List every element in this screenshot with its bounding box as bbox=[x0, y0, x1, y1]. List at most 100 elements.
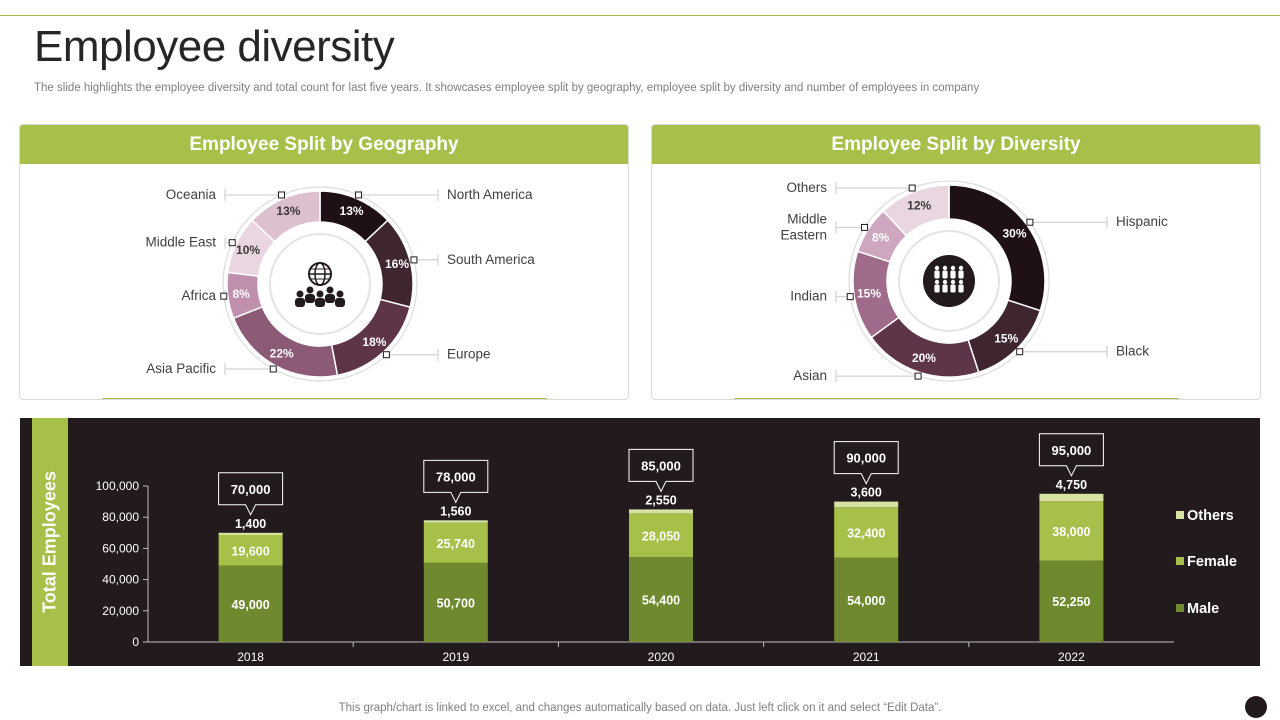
leader-marker-oceania bbox=[277, 191, 285, 199]
donut-value-label-north-america: 13% bbox=[340, 204, 364, 218]
total-label-2018: 70,000 bbox=[231, 482, 271, 497]
leader-marker-middle-east bbox=[228, 239, 236, 247]
data-label-others-2021: 3,600 bbox=[851, 486, 882, 500]
geography-panel-title: Employee Split by Geography bbox=[20, 125, 628, 164]
people-group-icon bbox=[923, 255, 975, 307]
category-label-south-america: South America bbox=[447, 252, 535, 267]
geography-panel-accent bbox=[102, 398, 547, 399]
donut-value-label-middle-eastern: 8% bbox=[872, 231, 890, 245]
donut-value-label-africa: 8% bbox=[232, 287, 250, 301]
leader-marker-asia-pacific bbox=[269, 365, 277, 373]
data-label-female-2020: 28,050 bbox=[642, 529, 680, 543]
donut-value-label-indian: 15% bbox=[857, 287, 881, 301]
total-label-2019: 78,000 bbox=[436, 469, 476, 484]
legend-label-male: Male bbox=[1187, 601, 1219, 617]
category-label-europe: Europe bbox=[447, 347, 491, 362]
total-callout-2019 bbox=[423, 459, 489, 504]
x-tick-label-2022: 2022 bbox=[1058, 650, 1085, 664]
diversity-panel-title: Employee Split by Diversity bbox=[652, 125, 1260, 164]
top-rule bbox=[0, 15, 1280, 16]
data-label-male-2021: 54,000 bbox=[847, 594, 885, 608]
legend-swatch-male bbox=[1176, 604, 1184, 612]
bar-others-2022 bbox=[1039, 493, 1104, 502]
legend-swatch-others bbox=[1176, 511, 1184, 519]
y-tick-label: 60,000 bbox=[102, 541, 139, 555]
total-employees-panel: Total Employees 0 20,000 40,000 60,000 80,00… bbox=[20, 418, 1260, 666]
bar-others-2020 bbox=[629, 509, 693, 514]
donut-slice-oceania bbox=[251, 190, 321, 243]
diversity-donut-chart[interactable]: 30% Hispanic 15% Black 20% Asian 15% Indian 8% Mi… bbox=[652, 165, 1260, 399]
bar-female-2019 bbox=[423, 522, 488, 563]
globe-people-icon bbox=[295, 262, 345, 307]
total-callout-2022 bbox=[1038, 433, 1104, 477]
total-employees-bar-chart[interactable]: 0 20,000 40,000 60,000 80,000 100,000 49,000 19… bbox=[20, 418, 1260, 666]
category-label-asia-pacific: Asia Pacific bbox=[146, 361, 216, 376]
donut-slice-hispanic bbox=[948, 184, 1046, 312]
legend-swatch-female bbox=[1176, 557, 1184, 565]
y-tick-label: 80,000 bbox=[102, 510, 139, 524]
data-label-female-2018: 19,600 bbox=[231, 544, 269, 558]
data-label-female-2019: 25,740 bbox=[437, 537, 475, 551]
donut-value-label-europe: 18% bbox=[362, 335, 386, 349]
category-label-oceania: Oceania bbox=[166, 187, 217, 202]
data-label-male-2019: 50,700 bbox=[437, 596, 475, 610]
diversity-panel: Employee Split by Diversity 30% Hispanic 1… bbox=[651, 124, 1261, 400]
legend-label-female: Female bbox=[1187, 554, 1237, 570]
legend-label-others: Others bbox=[1187, 508, 1234, 524]
data-label-others-2022: 4,750 bbox=[1056, 478, 1087, 492]
leader-marker-asian bbox=[914, 372, 922, 380]
bar-male-2018 bbox=[218, 565, 283, 642]
footer-note: This graph/chart is linked to excel, and… bbox=[338, 702, 942, 714]
total-label-2022: 95,000 bbox=[1052, 443, 1092, 458]
leader-marker-hispanic bbox=[1026, 218, 1034, 226]
total-callout-2020 bbox=[628, 448, 694, 493]
leader-marker-africa bbox=[220, 292, 228, 300]
donut-value-label-others: 12% bbox=[907, 199, 931, 213]
x-tick-label-2019: 2019 bbox=[442, 650, 469, 664]
category-label-north-america: North America bbox=[447, 187, 533, 202]
category-label-others: Others bbox=[786, 180, 827, 195]
page-title: Employee diversity bbox=[34, 22, 395, 71]
corner-dot bbox=[1245, 696, 1267, 718]
category-label-asian: Asian bbox=[793, 368, 827, 383]
geography-donut-chart[interactable]: 13% North America 16% South America 18% Europ… bbox=[20, 165, 628, 399]
data-label-others-2019: 1,560 bbox=[440, 504, 471, 518]
donut-value-label-middle-east: 10% bbox=[236, 243, 260, 257]
bar-male-2022 bbox=[1039, 560, 1104, 642]
donut-value-label-black: 15% bbox=[994, 331, 1018, 345]
x-tick-label-2020: 2020 bbox=[648, 650, 675, 664]
category-label-black: Black bbox=[1116, 344, 1149, 359]
data-label-others-2018: 1,400 bbox=[235, 517, 266, 531]
y-tick-label: 20,000 bbox=[102, 604, 139, 618]
bar-others-2018 bbox=[218, 532, 283, 535]
leader-marker-black bbox=[1016, 348, 1024, 356]
bar-female-2022 bbox=[1039, 501, 1104, 561]
donut-value-label-hispanic: 30% bbox=[1003, 226, 1027, 240]
bar-male-2019 bbox=[423, 562, 488, 642]
y-tick-label: 40,000 bbox=[102, 573, 139, 587]
donut-value-label-asian: 20% bbox=[912, 351, 936, 365]
bar-female-2018 bbox=[218, 534, 283, 566]
total-label-2020: 85,000 bbox=[641, 458, 681, 473]
data-label-female-2022: 38,000 bbox=[1052, 525, 1090, 539]
data-label-female-2021: 32,400 bbox=[847, 526, 885, 540]
donut-value-label-south-america: 16% bbox=[385, 257, 409, 271]
total-callout-2018 bbox=[218, 472, 284, 516]
x-tick-label-2021: 2021 bbox=[853, 650, 880, 664]
leader-marker-south-america bbox=[410, 256, 418, 264]
category-label-middle-eastern: Middle Eastern bbox=[780, 211, 827, 242]
bar-male-2021 bbox=[834, 557, 899, 642]
category-label-indian: Indian bbox=[790, 289, 827, 304]
donut-slice-others bbox=[882, 184, 950, 237]
leader-marker-north-america bbox=[355, 191, 363, 199]
data-label-male-2022: 52,250 bbox=[1052, 595, 1090, 609]
geography-panel: Employee Split by Geography 13% North Ame… bbox=[19, 124, 629, 400]
donut-value-label-asia-pacific: 22% bbox=[270, 347, 294, 361]
bar-female-2021 bbox=[834, 507, 899, 558]
total-employees-band: Total Employees bbox=[32, 418, 68, 666]
bar-male-2020 bbox=[629, 557, 693, 642]
leader-marker-europe bbox=[382, 351, 390, 359]
bar-others-2019 bbox=[423, 520, 488, 523]
category-label-hispanic: Hispanic bbox=[1116, 214, 1168, 229]
y-tick-label: 100,000 bbox=[96, 479, 140, 493]
